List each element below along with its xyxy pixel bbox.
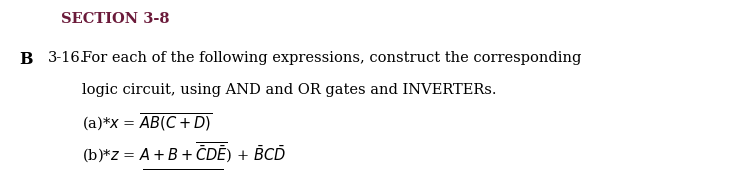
Text: (a)*$x$ = $\overline{AB(C + D)}$: (a)*$x$ = $\overline{AB(C + D)}$	[82, 112, 213, 134]
Text: logic circuit, using AND and OR gates and INVERTERs.: logic circuit, using AND and OR gates an…	[82, 83, 497, 97]
Text: For each of the following expressions, construct the corresponding: For each of the following expressions, c…	[82, 51, 581, 65]
Text: SECTION 3-8: SECTION 3-8	[61, 12, 169, 26]
Text: B: B	[19, 51, 32, 68]
Text: (b)*$z$ = $A + B + \overline{\bar{C}D\bar{E}}$) + $\bar{B}C\bar{D}$: (b)*$z$ = $A + B + \overline{\bar{C}D\ba…	[82, 140, 286, 165]
Text: 3-16.: 3-16.	[48, 51, 85, 65]
Text: (c) $y$ = $(\overline{M + N + \bar{P}Q})$: (c) $y$ = $(\overline{M + N + \bar{P}Q})…	[82, 168, 229, 171]
